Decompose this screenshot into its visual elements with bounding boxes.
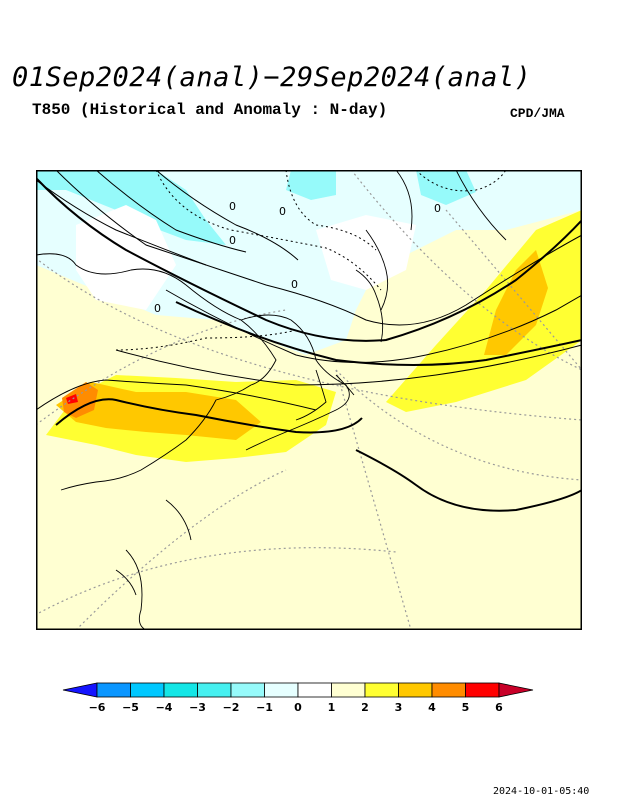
- contour-label: 0: [434, 202, 441, 215]
- legend-swatch: [331, 682, 366, 698]
- legend-tick-label: −6: [89, 701, 106, 714]
- legend-tick-label: 1: [328, 701, 336, 714]
- legend-tick-label: −1: [256, 701, 273, 714]
- contour-label: 0: [154, 302, 161, 315]
- neutral-area-east: [316, 215, 416, 290]
- legend-swatch: [96, 682, 131, 698]
- legend-swatch: [398, 682, 433, 698]
- legend-swatch: [130, 682, 165, 698]
- legend-swatch: [297, 682, 332, 698]
- legend-tick-label: −5: [122, 701, 139, 714]
- legend-swatch: [163, 682, 198, 698]
- legend-tick-label: 6: [495, 701, 503, 714]
- legend-arrow-low: [62, 682, 98, 698]
- legend-swatch: [264, 682, 299, 698]
- legend-tick-label: 3: [395, 701, 403, 714]
- legend-swatch: [230, 682, 265, 698]
- legend-swatch: [197, 682, 232, 698]
- legend-tick-label: −3: [189, 701, 206, 714]
- legend-swatch: [465, 682, 500, 698]
- map-frame: [36, 170, 582, 630]
- temperature-anomaly-map: 0 0 0 0 0 0: [36, 170, 582, 630]
- legend-swatch: [431, 682, 466, 698]
- warm-anomaly-core: [56, 382, 261, 440]
- legend-tick-label: 4: [428, 701, 436, 714]
- legend-tick-label: 5: [462, 701, 470, 714]
- color-scale-legend: −6 −5 −4 −3 −2 −1 0 1 2 3 4 5 6: [62, 682, 534, 714]
- legend-tick-label: 0: [294, 701, 302, 714]
- contour-label: 0: [229, 234, 236, 247]
- contour-label-group: 0 0 0 0 0 0: [154, 200, 441, 315]
- legend-swatch: [364, 682, 399, 698]
- map-title: 01Sep2024(anal)−29Sep2024(anal): [12, 62, 532, 93]
- warm-anomaly-max: [62, 382, 98, 418]
- legend-tick-label: −4: [156, 701, 173, 714]
- temperature-contours: [36, 170, 582, 512]
- timestamp-label: 2024-10-01-05:40: [493, 786, 590, 797]
- legend-tick-label: −2: [223, 701, 240, 714]
- coastlines: [36, 170, 507, 630]
- legend-tick-label: 2: [361, 701, 369, 714]
- contour-label: 0: [279, 205, 286, 218]
- credit-label: CPD/JMA: [510, 106, 565, 121]
- contour-label: 0: [229, 200, 236, 213]
- legend-arrow-high: [498, 682, 534, 698]
- neutral-area: [76, 205, 176, 310]
- contour-label: 0: [291, 278, 298, 291]
- warm-anomaly-core-east: [484, 250, 548, 355]
- cold-anomaly-area-east: [286, 170, 336, 200]
- map-subtitle: T850 (Historical and Anomaly : N-day): [32, 101, 388, 119]
